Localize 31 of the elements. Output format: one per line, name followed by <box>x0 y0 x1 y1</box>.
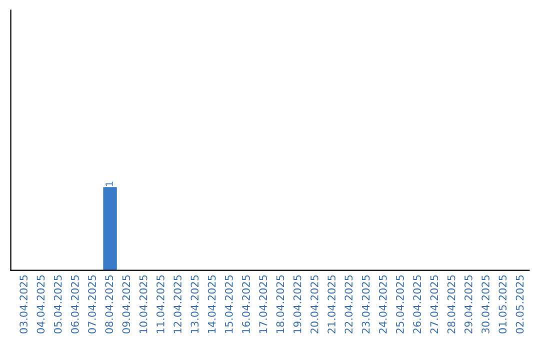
x-tick-label: 19.04.2025 <box>293 275 302 333</box>
x-tick-label: 29.04.2025 <box>464 275 472 334</box>
x-tick-label: 04.04.2025 <box>36 275 45 334</box>
x-tick-label: 26.04.2025 <box>413 275 422 334</box>
x-tick-label: 16.04.2025 <box>242 275 250 333</box>
x-tick-label: 03.04.2025 <box>20 275 28 334</box>
x-tick-label: 09.04.2025 <box>122 275 130 334</box>
x-tick-label: 18.04.2025 <box>276 275 284 333</box>
x-tick-label: 25.04.2025 <box>396 275 404 334</box>
x-tick-label: 02.05.2025 <box>516 275 524 334</box>
x-tick-label: 21.04.2025 <box>328 275 336 334</box>
x-tick-label: 05.04.2025 <box>54 275 62 334</box>
x-tick-label: 10.04.2025 <box>139 275 148 333</box>
x-tick-label: 07.04.2025 <box>88 275 96 334</box>
x-tick-label: 30.04.2025 <box>482 275 490 334</box>
x-tick-label: 13.04.2025 <box>190 275 199 333</box>
x-tick-label: 11.04.2025 <box>156 275 164 333</box>
x-tick-label: 14.04.2025 <box>208 275 216 333</box>
x-tick-label: 27.04.2025 <box>430 275 438 334</box>
x-tick-label: 20.04.2025 <box>310 275 318 334</box>
data-label: 1 <box>106 182 113 186</box>
x-tick-label: 22.04.2025 <box>344 275 353 334</box>
x-tick-label: 01.05.2025 <box>498 275 507 334</box>
x-tick-label: 23.04.2025 <box>362 275 370 334</box>
x-tick-label: 12.04.2025 <box>174 275 182 333</box>
x-tick-label: 06.04.2025 <box>70 275 79 334</box>
x-tick-label: 15.04.2025 <box>224 275 233 333</box>
x-tick-label: 08.04.2025 <box>105 275 114 334</box>
x-tick-label: 24.04.2025 <box>378 275 387 334</box>
x-tick-label: 28.04.2025 <box>447 275 456 334</box>
x-tick-label: 17.04.2025 <box>259 275 268 333</box>
